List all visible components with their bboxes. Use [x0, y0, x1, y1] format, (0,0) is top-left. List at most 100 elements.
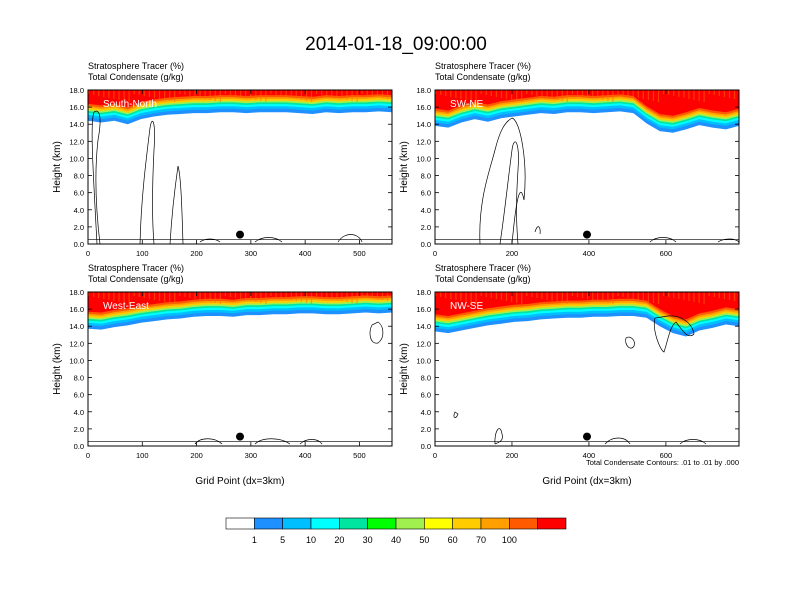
contour-line [494, 428, 503, 445]
x-tick-label: 200 [190, 451, 203, 460]
tracer-texture [728, 90, 731, 98]
tracer-texture [637, 90, 639, 98]
panel-bottom-left: Stratosphere Tracer (%)Total Condensate … [52, 263, 393, 487]
tracer-texture [290, 292, 292, 300]
tracer-texture [229, 292, 232, 297]
y-tick-label: 4.0 [74, 408, 84, 417]
tracer-texture [93, 90, 95, 95]
colorbar: 1 5 10 20 30 40 50 60 70 100 [225, 517, 567, 545]
x-tick-label: 600 [660, 249, 673, 258]
tracer-texture [455, 292, 457, 300]
y-tick-label: 6.0 [74, 391, 84, 400]
tracer-texture [566, 292, 568, 304]
tracer-texture [450, 90, 452, 97]
tracer-texture [526, 90, 528, 94]
x-axis-label: Grid Point (dx=3km) [542, 476, 631, 487]
x-tick-label: 600 [660, 451, 673, 460]
contour-line [717, 238, 739, 243]
tracer-texture [632, 292, 634, 299]
tracer-texture [316, 292, 318, 296]
tracer-texture [622, 292, 624, 297]
tracer-texture [521, 90, 523, 102]
location-marker [236, 230, 244, 239]
tracer-texture [351, 292, 353, 303]
tracer-texture [632, 90, 634, 97]
tracer-texture [336, 90, 338, 98]
tracer-texture [169, 90, 171, 101]
contour-line [479, 117, 526, 244]
tracer-texture [708, 90, 710, 94]
contour-line [604, 437, 631, 445]
tracer-texture [435, 292, 437, 296]
y-tick-label: 18.0 [416, 86, 431, 95]
tracer-texture [305, 90, 308, 101]
tracer-texture [546, 292, 548, 300]
tracer-texture [652, 90, 655, 101]
tracer-texture [516, 292, 518, 303]
tracer-texture [576, 90, 579, 95]
tracer-texture [158, 292, 161, 301]
colorbar-label: 1 [252, 535, 257, 545]
tracer-texture [341, 292, 343, 301]
tracer-texture [647, 90, 649, 100]
panel-subtitle-tracer: Stratosphere Tracer (%) [435, 263, 531, 273]
tracer-texture [260, 90, 262, 101]
tracer-texture [673, 90, 675, 96]
x-tick-label: 400 [299, 451, 312, 460]
tracer-texture [240, 292, 242, 299]
tracer-texture [723, 292, 725, 299]
y-tick-label: 16.0 [416, 103, 431, 112]
tracer-texture [346, 292, 348, 302]
tracer-texture [551, 90, 553, 99]
tracer-texture [138, 90, 140, 95]
tracer-texture [179, 90, 181, 94]
tracer-texture [516, 90, 518, 101]
tracer-texture [204, 292, 206, 301]
tracer-texture [356, 292, 358, 304]
contour-line [453, 411, 459, 418]
tracer-texture [576, 292, 579, 297]
tracer-texture [450, 292, 452, 299]
tracer-texture [143, 90, 145, 96]
tracer-texture [153, 90, 156, 98]
y-tick-label: 6.0 [74, 189, 84, 198]
tracer-texture [622, 90, 624, 95]
contour-line [649, 237, 677, 243]
tracer-texture [470, 292, 472, 303]
x-tick-label: 400 [299, 249, 312, 258]
tracer-texture [209, 292, 211, 302]
y-tick-label: 2.0 [421, 223, 431, 232]
tracer-texture [703, 292, 705, 304]
tracer-texture [305, 292, 308, 303]
colorbar-box [254, 517, 283, 530]
tracer-texture [526, 292, 528, 296]
tracer-texture [485, 90, 487, 95]
tracer-texture [88, 90, 90, 94]
tracer-texture [93, 292, 95, 297]
tracer-texture [194, 90, 196, 97]
tracer-texture [546, 90, 548, 98]
tracer-texture [88, 292, 90, 296]
panel-label: West-East [103, 301, 149, 312]
tracer-texture [571, 292, 573, 296]
tracer-texture [386, 292, 389, 301]
tracer-texture [713, 90, 715, 95]
tracer-texture [103, 90, 105, 97]
panel-top-left: Stratosphere Tracer (%)Total Condensate … [52, 61, 393, 258]
panel-label: SW-NE [450, 99, 483, 110]
tracer-texture [531, 292, 533, 297]
tracer-texture [128, 292, 130, 304]
tracer-texture [708, 292, 710, 296]
contour-line [299, 439, 323, 445]
panel-subtitle-condensate: Total Condensate (g/kg) [435, 274, 531, 284]
tracer-texture [209, 90, 211, 100]
tracer-texture [490, 292, 492, 298]
y-tick-label: 10.0 [416, 356, 431, 365]
tracer-texture [138, 292, 140, 297]
tracer-texture [475, 90, 477, 102]
tracer-texture [148, 292, 150, 299]
tracer-texture [174, 90, 176, 102]
tracer-texture [627, 90, 629, 96]
y-axis-label: Height (km) [399, 343, 410, 395]
tracer-texture [108, 292, 110, 300]
